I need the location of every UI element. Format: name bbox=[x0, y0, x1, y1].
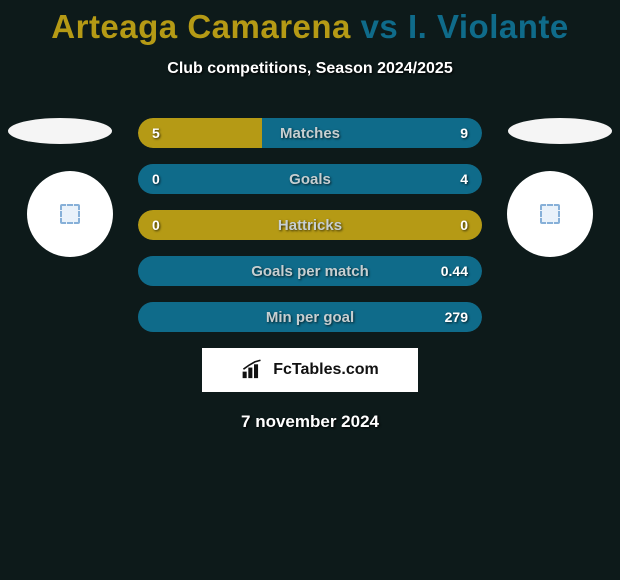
left-player-avatar bbox=[27, 171, 113, 257]
subtitle: Club competitions, Season 2024/2025 bbox=[0, 60, 620, 78]
stat-bars: 5Matches90Goals40Hattricks0Goals per mat… bbox=[138, 118, 482, 332]
placeholder-icon bbox=[540, 204, 560, 224]
left-team-logo bbox=[8, 118, 112, 144]
right-team-logo bbox=[508, 118, 612, 144]
chart-icon bbox=[241, 359, 267, 381]
player-left-name: Arteaga Camarena bbox=[51, 8, 351, 45]
page-title: Arteaga Camarena vs I. Violante bbox=[0, 0, 620, 46]
stat-label: Min per goal bbox=[138, 302, 482, 332]
stat-row: 0Hattricks0 bbox=[138, 210, 482, 240]
stat-label: Goals per match bbox=[138, 256, 482, 286]
stat-label: Goals bbox=[138, 164, 482, 194]
stat-row: 5Matches9 bbox=[138, 118, 482, 148]
stat-row: 0Goals4 bbox=[138, 164, 482, 194]
stat-label: Matches bbox=[138, 118, 482, 148]
brand-badge[interactable]: FcTables.com bbox=[202, 348, 418, 392]
stat-right-value: 279 bbox=[445, 302, 468, 332]
brand-text: FcTables.com bbox=[273, 361, 379, 379]
stat-right-value: 9 bbox=[460, 118, 468, 148]
right-player-avatar bbox=[507, 171, 593, 257]
stat-right-value: 0 bbox=[460, 210, 468, 240]
comparison-area: 5Matches90Goals40Hattricks0Goals per mat… bbox=[0, 118, 620, 332]
date-text: 7 november 2024 bbox=[0, 412, 620, 432]
placeholder-icon bbox=[60, 204, 80, 224]
stat-right-value: 0.44 bbox=[441, 256, 468, 286]
stat-right-value: 4 bbox=[460, 164, 468, 194]
vs-separator: vs bbox=[351, 8, 408, 45]
stat-label: Hattricks bbox=[138, 210, 482, 240]
player-right-name: I. Violante bbox=[408, 8, 569, 45]
stat-row: Goals per match0.44 bbox=[138, 256, 482, 286]
stat-row: Min per goal279 bbox=[138, 302, 482, 332]
